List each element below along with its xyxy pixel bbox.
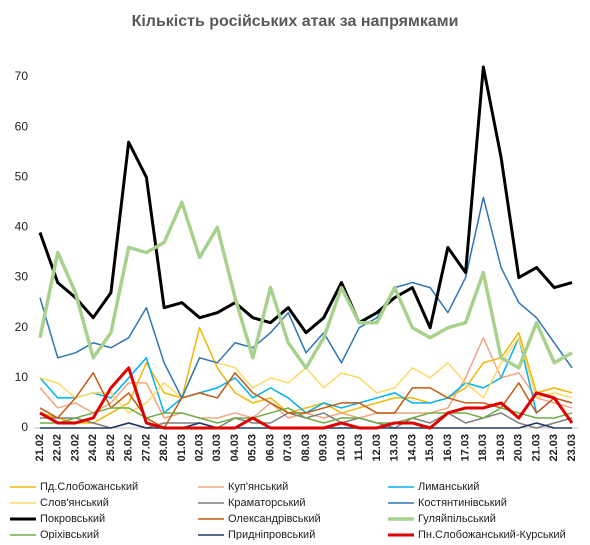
x-tick-label: 22.02 xyxy=(52,434,64,462)
y-tick-label: 10 xyxy=(15,370,29,384)
y-tick-label: 50 xyxy=(15,169,29,183)
series-line xyxy=(39,196,573,399)
y-tick-label: 60 xyxy=(15,119,29,133)
legend-label: Придніпровський xyxy=(228,529,315,540)
x-tick-label: 12.03 xyxy=(371,434,383,462)
legend-label: Гуляйпільський xyxy=(418,513,496,525)
x-tick-label: 03.03 xyxy=(211,434,223,462)
x-tick-label: 21.03 xyxy=(530,434,542,462)
x-tick-label: 14.03 xyxy=(406,434,418,462)
series-line xyxy=(39,366,574,430)
legend-label: Пн.Слобожанський-Курський xyxy=(418,529,566,540)
x-tick-label: 27.02 xyxy=(140,434,152,462)
series-line xyxy=(38,200,573,370)
legend-label: Куп'янський xyxy=(228,481,288,493)
y-tick-label: 70 xyxy=(15,69,29,83)
series-line xyxy=(38,65,573,335)
y-tick-label: 30 xyxy=(15,270,29,284)
chart-title: Кількість російських атак за напрямками xyxy=(132,13,459,30)
x-tick-label: 26.02 xyxy=(123,434,135,462)
x-tick-label: 08.03 xyxy=(300,434,312,462)
series-line xyxy=(39,326,573,424)
x-tick-label: 16.03 xyxy=(442,434,454,462)
legend-label: Олександрівський xyxy=(228,513,321,525)
x-tick-label: 04.03 xyxy=(229,434,241,462)
x-tick-label: 06.03 xyxy=(264,434,276,462)
x-tick-label: 17.03 xyxy=(460,434,472,462)
x-tick-label: 23.02 xyxy=(69,434,81,462)
y-tick-label: 0 xyxy=(21,420,28,434)
x-tick-label: 11.03 xyxy=(353,434,365,461)
x-tick-label: 05.03 xyxy=(247,434,259,462)
legend-label: Покровський xyxy=(40,513,105,525)
x-tick-label: 01.03 xyxy=(176,434,188,462)
x-tick-label: 20.03 xyxy=(513,434,525,462)
x-tick-label: 24.02 xyxy=(87,434,99,462)
series-line xyxy=(39,372,573,429)
x-tick-label: 18.03 xyxy=(477,434,489,462)
x-tick-label: 19.03 xyxy=(495,434,507,462)
legend-label: Краматорський xyxy=(228,497,306,509)
x-tick-label: 02.03 xyxy=(194,434,206,462)
x-tick-label: 09.03 xyxy=(318,434,330,462)
x-tick-label: 23.03 xyxy=(566,434,578,462)
x-tick-label: 25.02 xyxy=(105,434,117,462)
legend-label: Лиманський xyxy=(418,481,479,493)
x-tick-label: 15.03 xyxy=(424,434,436,462)
x-tick-label: 13.03 xyxy=(389,434,401,462)
x-tick-label: 07.03 xyxy=(282,434,294,462)
y-tick-label: 40 xyxy=(15,220,29,234)
x-tick-label: 22.03 xyxy=(548,434,560,462)
x-tick-label: 21.02 xyxy=(34,434,46,462)
legend-label: Костянтинівський xyxy=(418,497,507,509)
legend-label: Слов'янський xyxy=(40,497,109,509)
y-tick-label: 20 xyxy=(15,320,29,334)
x-tick-label: 10.03 xyxy=(335,434,347,462)
x-tick-label: 28.02 xyxy=(158,434,170,462)
legend-label: Пд.Слобожанський xyxy=(40,481,138,493)
legend-label: Оріхівський xyxy=(40,529,99,540)
series-line xyxy=(40,407,573,424)
